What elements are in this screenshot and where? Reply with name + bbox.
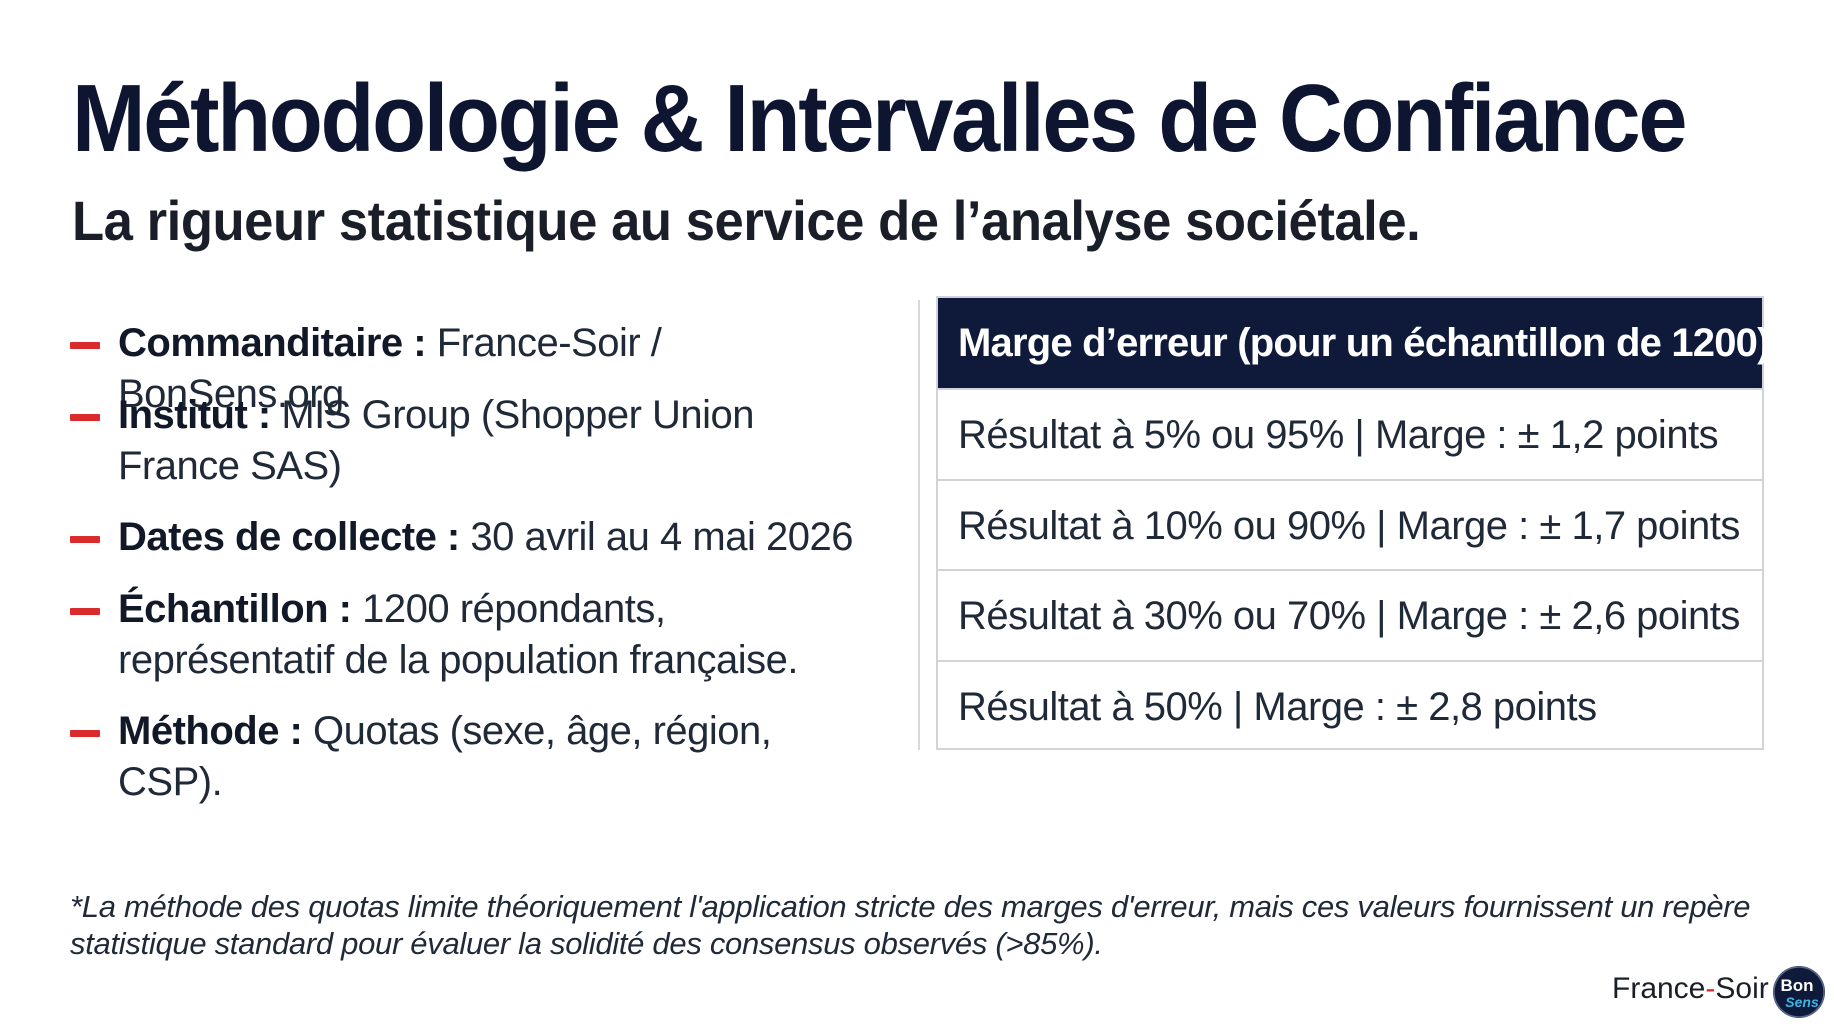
table-header: Marge d’erreur (pour un échantillon de 1…: [938, 298, 1770, 388]
brand-name-part1: France: [1612, 972, 1706, 1005]
margin-cell: Marge : ± 2,8 points: [1253, 684, 1597, 729]
list-item-institut: Institut : MIS Group (Shopper Union Fran…: [70, 390, 880, 492]
logo-text-sens: Sens: [1785, 994, 1819, 1010]
cell-separator: |: [1222, 684, 1254, 729]
table-row: Résultat à 5% ou 95% | Marge : ± 1,2 poi…: [938, 388, 1762, 479]
page-title: Méthodologie & Intervalles de Confiance: [72, 65, 1687, 172]
list-item-methode: Méthode : Quotas (sexe, âge, région, CSP…: [70, 706, 880, 808]
list-item-commanditaire: Commanditaire : France-Soir / BonSens.or…: [70, 318, 880, 420]
item-label: Institut :: [118, 393, 271, 437]
item-value: Quotas (sexe, âge, région, CSP).: [118, 709, 772, 804]
brand-name-separator: -: [1705, 972, 1716, 1005]
result-cell: Résultat à 30% ou 70%: [958, 594, 1366, 638]
item-value: MIS Group (Shopper Union France SAS): [118, 393, 755, 488]
cell-separator: |: [1365, 594, 1397, 638]
vertical-divider: [918, 300, 920, 750]
margin-cell: Marge : ± 1,7 points: [1396, 503, 1741, 548]
cell-separator: |: [1343, 413, 1375, 457]
page-subtitle: La rigueur statistique au service de l’a…: [72, 189, 1421, 252]
item-label: Échantillon :: [118, 587, 352, 631]
brand-wordmark: France-Soir: [1612, 972, 1769, 1006]
result-cell: Résultat à 5% ou 95%: [958, 413, 1344, 457]
cell-separator: |: [1365, 503, 1397, 548]
table-row: Résultat à 50% | Marge : ± 2,8 points: [938, 659, 1762, 751]
item-label: Commanditaire :: [118, 321, 427, 365]
bonsens-logo-icon: Bon Sens: [1773, 966, 1825, 1018]
bullet-dash-icon: [70, 342, 100, 349]
bullet-dash-icon: [70, 536, 100, 543]
margin-of-error-table: Marge d’erreur (pour un échantillon de 1…: [936, 296, 1770, 751]
bullet-dash-icon: [70, 730, 100, 737]
margin-cell: Marge : ± 2,6 points: [1396, 594, 1741, 638]
bullet-dash-icon: [70, 414, 100, 421]
list-item-dates: Dates de collecte : 30 avril au 4 mai 20…: [70, 512, 853, 563]
item-value: 30 avril au 4 mai 2026: [459, 515, 853, 559]
item-label: Méthode :: [118, 709, 303, 753]
item-value: 1200 répondants, représentatif de la pop…: [118, 587, 798, 682]
brand-name-part2: Soir: [1715, 972, 1769, 1005]
table-row: Résultat à 30% ou 70% | Marge : ± 2,6 po…: [938, 569, 1762, 660]
result-cell: Résultat à 50%: [958, 684, 1223, 729]
bullet-dash-icon: [70, 608, 100, 615]
logo-text-bon: Bon: [1780, 976, 1813, 995]
item-label: Dates de collecte :: [118, 515, 460, 559]
result-cell: Résultat à 10% ou 90%: [958, 503, 1366, 548]
item-value: France-Soir / BonSens.org: [118, 321, 662, 416]
margin-cell: Marge : ± 1,2 points: [1374, 413, 1719, 457]
bonsens-logo-svg: Bon Sens: [1773, 966, 1825, 1018]
footnote: *La méthode des quotas limite théoriquem…: [70, 889, 1751, 961]
list-item-echantillon: Échantillon : 1200 répondants, représent…: [70, 584, 880, 686]
table-row: Résultat à 10% ou 90% | Marge : ± 1,7 po…: [938, 478, 1762, 570]
